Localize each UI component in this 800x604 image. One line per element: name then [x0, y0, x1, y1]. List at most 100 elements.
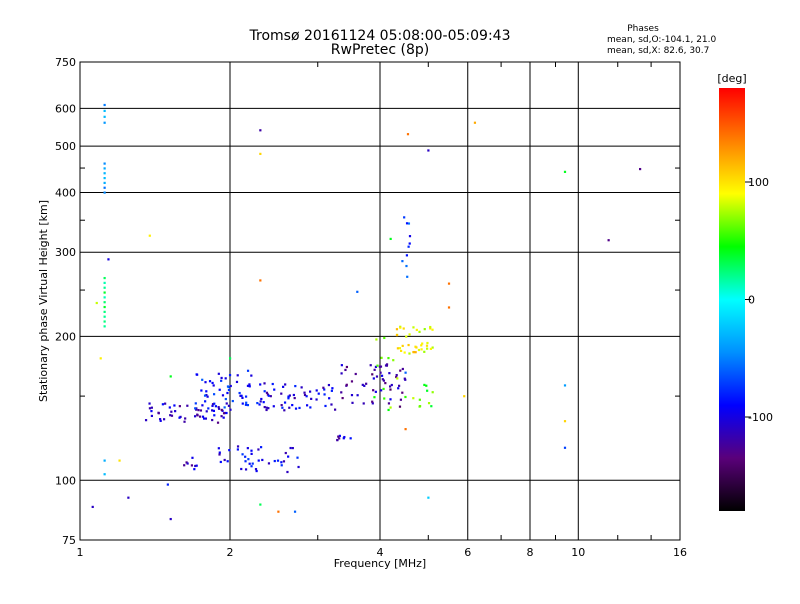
data-point	[406, 133, 410, 136]
data-point	[390, 383, 393, 387]
data-point	[345, 365, 349, 369]
data-point	[195, 373, 198, 376]
data-point	[639, 167, 642, 171]
data-point	[350, 380, 354, 383]
data-point	[380, 389, 383, 392]
data-point	[212, 384, 215, 387]
x-tick-label: 4	[377, 546, 384, 559]
data-point	[103, 286, 106, 289]
data-point	[229, 408, 232, 411]
data-point	[298, 406, 301, 410]
data-point	[221, 394, 225, 397]
data-point	[420, 348, 423, 351]
data-points	[91, 103, 642, 521]
data-point	[288, 406, 291, 409]
y-tick-label: 600	[55, 102, 76, 115]
data-point	[228, 374, 232, 377]
data-point	[250, 465, 253, 468]
data-point	[236, 445, 240, 448]
data-point	[201, 378, 204, 381]
data-point	[401, 367, 404, 371]
data-point	[207, 407, 210, 410]
data-point	[427, 496, 430, 499]
data-point	[148, 402, 151, 405]
data-point	[322, 386, 325, 389]
data-point	[398, 405, 402, 408]
data-point	[186, 462, 189, 465]
data-point	[229, 357, 232, 360]
data-point	[284, 451, 287, 455]
data-point	[144, 419, 148, 422]
x-axis-ticks: 1 2 4 6 8 10 16	[77, 62, 687, 559]
data-point	[607, 239, 610, 242]
data-point	[103, 473, 106, 476]
x-tick-label: 16	[673, 546, 687, 559]
phases-mean-o: mean, sd,O:-104.1, 21.0	[607, 35, 717, 45]
data-point	[103, 167, 106, 170]
data-point	[148, 407, 152, 410]
data-point	[217, 447, 220, 450]
data-point	[395, 328, 399, 331]
data-point	[183, 464, 186, 467]
x-axis-label: Frequency [MHz]	[334, 557, 426, 570]
data-point	[423, 383, 426, 387]
data-point	[194, 407, 197, 410]
data-point	[246, 403, 250, 407]
data-point	[430, 405, 433, 408]
data-point	[223, 458, 226, 462]
data-point	[246, 384, 250, 387]
data-point	[213, 402, 216, 405]
data-point	[350, 394, 354, 397]
data-point	[407, 343, 410, 347]
data-point	[425, 344, 429, 347]
data-point	[259, 446, 263, 449]
chart-subtitle: RwPretec (8p)	[331, 42, 429, 58]
data-point	[431, 346, 434, 349]
data-point	[168, 406, 171, 409]
data-point	[421, 342, 424, 345]
data-point	[103, 181, 106, 185]
data-point	[103, 320, 106, 323]
colorbar	[719, 88, 745, 511]
data-point	[291, 403, 294, 407]
data-point	[315, 389, 318, 392]
data-point	[473, 121, 477, 124]
data-point	[447, 306, 451, 309]
data-point	[363, 384, 366, 387]
data-point	[103, 296, 106, 299]
data-point	[211, 403, 215, 406]
data-point	[250, 449, 253, 452]
y-tick-label: 400	[55, 186, 76, 199]
data-point	[292, 393, 295, 397]
data-point	[407, 245, 410, 248]
data-point	[403, 351, 406, 354]
data-point	[426, 389, 429, 392]
data-point	[245, 401, 248, 404]
data-point	[404, 371, 407, 374]
data-point	[356, 290, 359, 293]
data-point	[257, 448, 260, 451]
data-point	[293, 510, 297, 513]
data-point	[427, 402, 431, 405]
data-point	[399, 326, 402, 329]
data-point	[211, 418, 214, 422]
data-point	[382, 379, 385, 382]
data-point	[418, 398, 421, 401]
y-tick-label: 100	[55, 474, 76, 487]
data-point	[288, 394, 291, 397]
data-point	[194, 402, 197, 405]
data-point	[361, 383, 364, 386]
data-point	[273, 388, 276, 391]
data-point	[226, 460, 229, 463]
data-point	[204, 417, 208, 420]
data-point	[405, 335, 408, 338]
data-point	[212, 393, 216, 396]
data-point	[150, 406, 153, 409]
data-point	[183, 420, 186, 423]
data-point	[408, 235, 412, 238]
data-point	[336, 439, 339, 442]
data-point	[195, 407, 198, 410]
data-point	[414, 345, 417, 348]
data-point	[280, 392, 283, 395]
